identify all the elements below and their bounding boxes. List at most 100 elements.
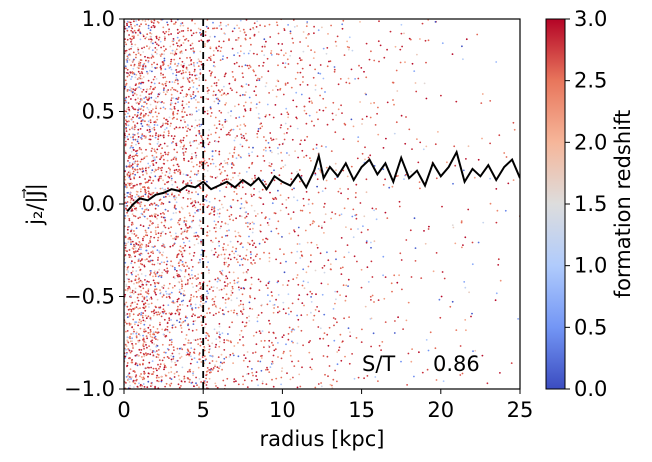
scatter-point: [247, 84, 250, 86]
scatter-point: [168, 116, 171, 119]
scatter-point: [147, 166, 150, 169]
scatter-point: [278, 310, 281, 313]
scatter-point: [134, 169, 137, 171]
scatter-point: [219, 21, 222, 24]
scatter-point: [210, 208, 213, 211]
scatter-point: [226, 283, 229, 285]
scatter-point: [126, 24, 128, 27]
scatter-point: [199, 283, 202, 285]
scatter-point: [334, 369, 336, 372]
scatter-point: [162, 243, 165, 246]
scatter-point: [151, 259, 154, 262]
scatter-point: [127, 215, 129, 217]
scatter-point: [199, 287, 202, 290]
scatter-point: [149, 335, 152, 338]
scatter-point: [171, 40, 174, 43]
scatter-point: [156, 249, 159, 252]
scatter-point: [495, 61, 498, 63]
scatter-point: [299, 83, 302, 86]
y-axis-ticks: −1.0−0.50.00.51.0: [64, 7, 124, 401]
scatter-point: [441, 205, 443, 208]
scatter-point: [219, 190, 221, 192]
scatter-point: [186, 205, 189, 208]
scatter-point: [198, 165, 201, 168]
scatter-point: [137, 107, 140, 110]
scatter-point: [303, 204, 305, 207]
scatter-point: [165, 293, 168, 295]
scatter-point: [142, 352, 145, 355]
scatter-point: [264, 180, 266, 183]
scatter-point: [137, 217, 140, 220]
scatter-point: [189, 44, 192, 47]
scatter-point: [180, 250, 182, 253]
scatter-point: [124, 51, 127, 54]
scatter-point: [133, 20, 135, 23]
scatter-point: [154, 86, 157, 89]
scatter-point: [242, 257, 245, 260]
scatter-point: [188, 381, 191, 383]
scatter-point: [195, 134, 198, 137]
scatter-point: [206, 381, 209, 383]
scatter-point: [151, 135, 154, 138]
scatter-point: [299, 209, 302, 212]
scatter-point: [193, 204, 196, 207]
scatter-point: [204, 45, 206, 47]
scatter-point: [266, 238, 269, 241]
scatter-point: [238, 128, 241, 131]
scatter-point: [232, 246, 234, 249]
scatter-point: [139, 307, 141, 309]
scatter-point: [143, 303, 145, 306]
scatter-point: [160, 315, 163, 318]
scatter-point: [225, 293, 228, 296]
scatter-point: [499, 372, 501, 374]
scatter-point: [148, 306, 150, 308]
scatter-point: [133, 214, 135, 217]
scatter-point: [176, 256, 178, 259]
scatter-point: [151, 66, 154, 68]
scatter-point: [238, 27, 241, 29]
scatter-point: [295, 262, 297, 264]
scatter-point: [147, 303, 150, 306]
scatter-point: [309, 340, 311, 342]
scatter-point: [154, 111, 157, 114]
scatter-point: [138, 349, 141, 351]
scatter-point: [183, 230, 186, 233]
scatter-point: [140, 285, 143, 287]
scatter-point: [160, 152, 162, 155]
scatter-point: [152, 246, 155, 249]
scatter-point: [157, 226, 159, 229]
scatter-point: [132, 186, 134, 189]
scatter-point: [396, 281, 399, 284]
scatter-point: [137, 244, 140, 246]
scatter-point: [205, 323, 207, 326]
scatter-point: [460, 220, 463, 223]
scatter-point: [207, 164, 210, 167]
scatter-point: [287, 213, 290, 216]
scatter-point: [325, 166, 328, 169]
scatter-point: [135, 332, 138, 335]
scatter-point: [481, 93, 484, 95]
scatter-point: [365, 42, 368, 45]
scatter-point: [159, 212, 162, 215]
scatter-point: [140, 71, 143, 73]
scatter-point: [130, 308, 133, 311]
scatter-point: [242, 303, 245, 306]
scatter-point: [176, 28, 179, 31]
scatter-point: [139, 383, 142, 386]
scatter-point: [139, 72, 141, 75]
scatter-point: [197, 193, 200, 196]
scatter-point: [150, 302, 153, 305]
scatter-point: [182, 69, 184, 72]
scatter-point: [291, 360, 293, 363]
scatter-point: [142, 34, 145, 36]
scatter-point: [219, 365, 222, 368]
scatter-point: [399, 61, 402, 64]
scatter-point: [187, 27, 189, 30]
scatter-point: [142, 158, 145, 161]
scatter-point: [128, 324, 131, 326]
scatter-point: [293, 196, 295, 199]
scatter-point: [199, 258, 201, 261]
scatter-point: [136, 66, 139, 69]
scatter-point: [219, 59, 222, 61]
scatter-point: [161, 286, 163, 288]
